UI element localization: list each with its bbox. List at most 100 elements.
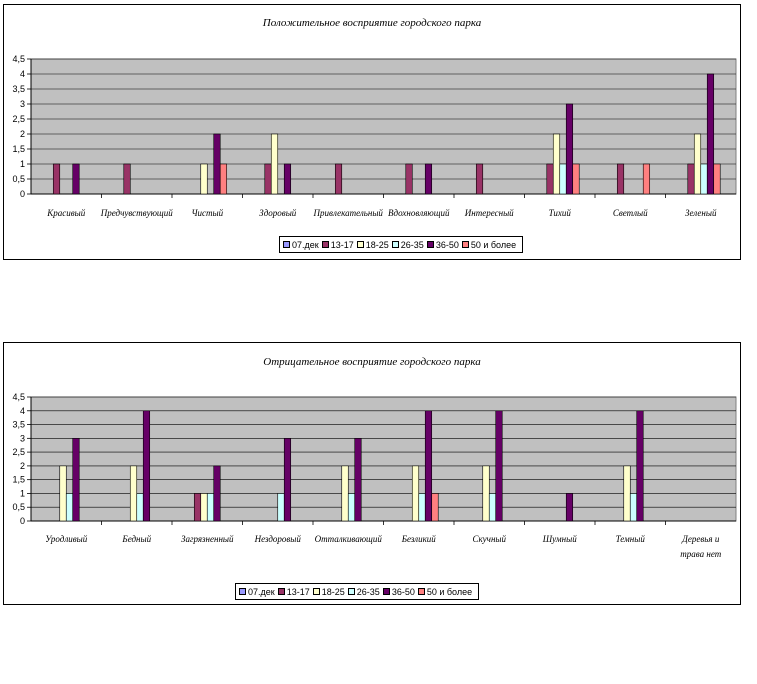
bar-36-50-5	[424, 163, 433, 195]
bar-18-25-9	[693, 133, 702, 195]
legend-swatch	[277, 588, 285, 595]
x-category-label: Красивый	[46, 208, 85, 218]
y-tick-label: 2	[20, 461, 25, 471]
legend-item: 26-35	[347, 586, 380, 597]
bar-50-и-более-7	[572, 163, 580, 195]
bar-36-50-5	[424, 410, 433, 522]
bar-36-50-7	[565, 493, 574, 522]
legend-item: 18-25	[312, 586, 345, 597]
negative-perception-chart: Отрицательное восприятие городского парк…	[3, 342, 741, 605]
bar-18-25-8	[623, 465, 631, 522]
x-category-label: Безликий	[401, 534, 437, 544]
bar-18-25-5	[411, 465, 420, 522]
legend-item: 36-50	[426, 239, 459, 250]
bar-13-17-1	[123, 163, 131, 195]
y-tick-label: 0	[20, 189, 25, 199]
x-category-label: Привлекательный	[313, 208, 384, 218]
chart-legend: 07.дек 13-17 18-25 26-35 36-50 50 и более	[279, 236, 524, 253]
bar-18-25-1	[129, 465, 138, 522]
chart-legend: 07.дек 13-17 18-25 26-35 36-50 50 и более	[235, 583, 480, 600]
bar-36-50-3	[283, 438, 292, 522]
y-tick-label: 4,5	[12, 392, 25, 402]
bar-13-17-9	[687, 163, 695, 195]
bar-26-35-9	[700, 163, 708, 195]
legend-item: 13-17	[321, 240, 354, 250]
y-tick-label: 3	[20, 433, 25, 443]
legend-item: 26-35	[391, 239, 424, 250]
legend-swatch	[283, 241, 290, 248]
bar-18-25-2	[200, 163, 208, 195]
bar-13-17-5	[405, 163, 413, 195]
x-category-label: Уродливый	[45, 534, 88, 544]
y-tick-label: 0	[20, 516, 25, 526]
bar-18-25-0	[59, 465, 67, 522]
y-tick-label: 0,5	[12, 502, 25, 512]
plot-area	[30, 58, 737, 195]
legend-label: 18-25	[365, 239, 389, 250]
bar-36-50-0	[72, 163, 80, 195]
x-category-label: Светлый	[613, 208, 648, 218]
bar-26-35-3	[277, 493, 285, 522]
legend-swatch	[461, 241, 469, 248]
y-tick-label: 1,5	[12, 475, 25, 485]
bar-36-50-7	[565, 103, 574, 195]
bar-26-35-6	[488, 493, 497, 522]
bar-36-50-1	[142, 410, 151, 522]
x-category-label: Шумный	[542, 534, 577, 544]
bar-18-25-2	[200, 493, 208, 522]
legend-swatch	[391, 241, 399, 248]
x-category-label: Вдохновляющий	[388, 208, 450, 218]
y-tick-label: 0,5	[12, 174, 25, 184]
bar-36-50-0	[72, 438, 80, 522]
x-category-label: Отталкивающий	[315, 534, 383, 544]
bar-26-35-4	[347, 493, 356, 522]
legend-swatch	[239, 588, 246, 595]
bar-26-35-0	[65, 493, 74, 522]
legend-label: 50 и более	[426, 586, 473, 597]
y-tick-label: 3,5	[12, 420, 25, 430]
y-tick-label: 1	[20, 159, 25, 169]
bar-13-17-4	[334, 163, 343, 195]
bar-36-50-2	[213, 465, 221, 522]
bar-36-50-9	[706, 73, 715, 195]
y-tick-label: 3,5	[12, 84, 25, 94]
legend-label: 26-35	[400, 239, 424, 250]
legend-label: 18-25	[321, 586, 345, 597]
bar-13-17-8	[616, 163, 625, 195]
legend-swatch	[426, 241, 434, 248]
legend-label: 07.дек	[292, 239, 319, 250]
y-tick-label: 2,5	[12, 114, 25, 124]
legend-item: 07.дек	[283, 240, 319, 250]
bar-13-17-0	[52, 163, 61, 195]
x-category-label: Предчувствующий	[100, 208, 173, 218]
y-tick-label: 4	[20, 69, 25, 79]
bar-13-17-7	[546, 163, 554, 195]
y-tick-label: 1	[20, 488, 25, 498]
x-category-label: Темный	[616, 534, 646, 544]
bar-18-25-4	[341, 465, 349, 522]
bar-36-50-4	[354, 438, 362, 522]
negative-chart-svg: 0 0,5 1 1,5 2 2,5 3 3,5 4 4,5 Уродливый Бедный Загря…	[12, 392, 737, 559]
legend-item: 50 и более	[461, 240, 516, 250]
bar-26-35-7	[559, 163, 567, 195]
legend-item: 18-25	[356, 239, 389, 250]
bar-13-17-3	[264, 163, 272, 195]
bar-50-и-более-9	[713, 163, 721, 195]
bar-18-25-7	[552, 133, 561, 195]
legend-swatch	[356, 241, 364, 248]
legend-swatch	[417, 588, 425, 595]
chart-title: Отрицательное восприятие городского парк…	[263, 356, 481, 368]
legend-label: 26-35	[356, 586, 380, 597]
bar-36-50-8	[636, 410, 644, 522]
y-tick-label: 2,5	[12, 447, 25, 457]
bar-26-35-1	[136, 493, 144, 522]
legend-swatch	[347, 588, 355, 595]
x-category-label: Скучный	[472, 534, 506, 544]
x-category-label: Здоровый	[259, 208, 297, 218]
x-category-label: Загрязненный	[181, 534, 234, 544]
legend-label: 13-17	[286, 586, 310, 597]
legend-item: 13-17	[277, 586, 310, 597]
legend-label: 36-50	[435, 239, 459, 250]
y-tick-label: 1,5	[12, 144, 25, 154]
x-category-label: Бедный	[121, 534, 151, 544]
